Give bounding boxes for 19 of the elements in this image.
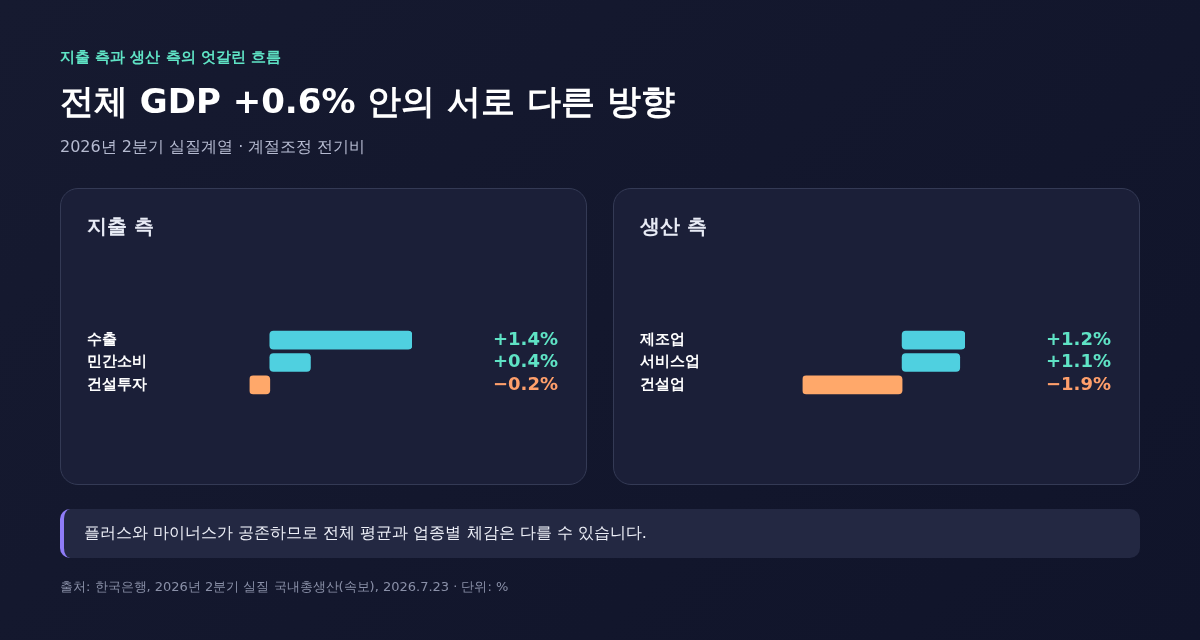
source-note: 출처: 한국은행, 2026년 2분기 실질 국내총생산(속보), 2026.7.23 · 단위: % — [60, 578, 510, 596]
y-tick-label: 민간소비 — [87, 352, 147, 371]
chart-title: 지출 측 — [87, 213, 155, 240]
data-label: +1.4% — [492, 327, 558, 349]
text: 2026년 2분기 실질계열 · 계절조정 전기비 — [60, 137, 367, 158]
data-label: −1.9% — [1045, 372, 1111, 394]
data-label: +0.4% — [492, 350, 558, 372]
y-tick-label: 건설투자 — [87, 374, 147, 393]
text: 지출 측과 생산 측의 엇갈린 흐름 — [60, 48, 283, 67]
y-tick-label: 건설업 — [640, 374, 685, 393]
y-tick-label: 수출 — [87, 330, 117, 349]
data-label: −0.2% — [492, 372, 558, 394]
y-tick-label: 서비스업 — [640, 352, 700, 371]
text: 플러스와 마이너스가 공존하므로 전체 평균과 업종별 체감은 다를 수 있습니다. — [60, 509, 1140, 558]
y-tick-label: 제조업 — [639, 330, 685, 349]
text: 전체 GDP +0.6% 안의 서로 다른 방향 — [60, 80, 676, 123]
data-label: +1.2% — [1045, 327, 1111, 349]
chart-title: 생산 측 — [640, 213, 708, 240]
data-label: +1.1% — [1045, 350, 1111, 372]
